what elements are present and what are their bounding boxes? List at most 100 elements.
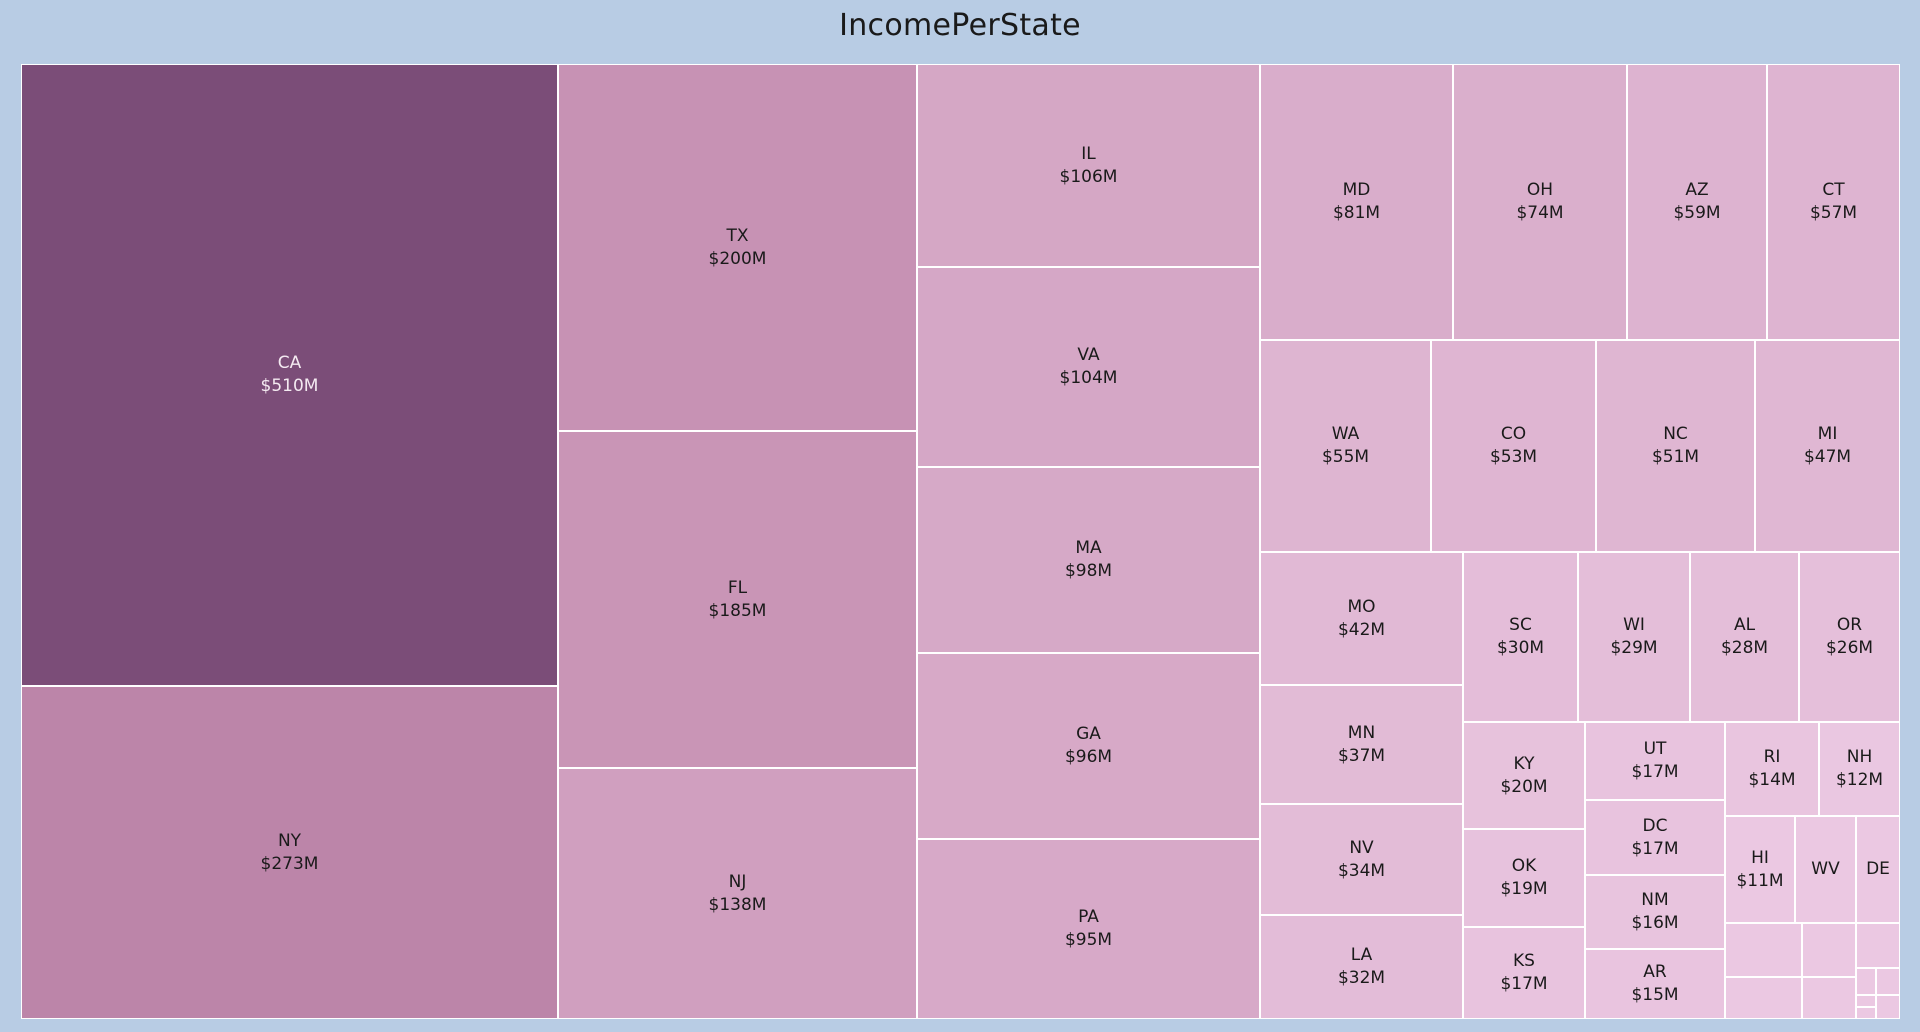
tile-label: MI $47M (1804, 423, 1851, 469)
state-code: MA (1075, 538, 1102, 558)
tile-tx: TX $200M (558, 64, 917, 431)
tile-wi: WI $29M (1578, 552, 1690, 722)
state-code: AZ (1685, 180, 1709, 200)
income-value: $15M (1631, 985, 1679, 1005)
income-value: $11M (1736, 870, 1784, 891)
state-code: NH (1846, 747, 1873, 767)
tile-unlabeled (1802, 977, 1856, 1019)
tile-label: AZ $59M (1673, 179, 1720, 225)
tile-label: CO $53M (1490, 423, 1537, 469)
income-value: $138M (708, 894, 767, 915)
state-code: SC (1509, 615, 1532, 635)
income-value: $32M (1337, 968, 1386, 988)
income-value: $59M (1673, 203, 1721, 223)
tile-wv: WV (1795, 816, 1856, 923)
tile-ks: KS $17M (1463, 927, 1585, 1019)
tile-label: MO $42M (1338, 596, 1385, 642)
tile-unlabeled (1876, 968, 1900, 995)
tile-label: RI $14M (1748, 746, 1795, 792)
tile-label: WI $29M (1610, 614, 1657, 660)
income-value: $20M (1500, 776, 1548, 797)
state-code: FL (727, 577, 748, 598)
tile-nh: NH $12M (1819, 722, 1900, 816)
state-code: MD (1342, 180, 1371, 200)
tile-label: OK $19M (1500, 855, 1547, 901)
chart-title: IncomePerState (839, 8, 1081, 43)
state-code: IL (1081, 143, 1096, 164)
tile-la: LA $32M (1260, 915, 1463, 1019)
income-value: $95M (1064, 930, 1113, 950)
state-code: TX (726, 225, 749, 246)
tile-hi: HI $11M (1725, 816, 1795, 923)
tile-label: NM $16M (1631, 889, 1678, 935)
income-value: $106M (1059, 166, 1118, 187)
state-code: OH (1526, 180, 1554, 200)
tile-label: HI $11M (1736, 847, 1783, 893)
tile-or: OR $26M (1799, 552, 1900, 722)
tile-nv: NV $34M (1260, 804, 1463, 915)
tile-al: AL $28M (1690, 552, 1799, 722)
tile-label: VA $104M (1060, 344, 1118, 390)
state-code: OK (1511, 856, 1537, 876)
tile-label: NY $273M (261, 830, 319, 876)
tile-md: MD $81M (1260, 64, 1453, 340)
income-value: $34M (1337, 860, 1386, 881)
treemap-area: CA $510M NY $273M TX $200M FL $185M NJ $138M IL $10… (21, 64, 1900, 1019)
tile-label: NV $34M (1338, 837, 1385, 883)
tile-nm: NM $16M (1585, 875, 1725, 949)
state-code: LA (1350, 945, 1373, 965)
state-code: KY (1513, 753, 1535, 774)
state-code: DE (1866, 859, 1890, 879)
income-value: $16M (1631, 913, 1679, 933)
tile-ar: AR $15M (1585, 949, 1725, 1019)
income-value: $96M (1064, 747, 1113, 767)
state-code: MN (1347, 722, 1376, 743)
tile-label: IL $106M (1060, 143, 1118, 189)
state-code: WA (1331, 424, 1360, 444)
state-code: AL (1733, 615, 1756, 635)
income-value: $55M (1321, 447, 1370, 467)
income-value: $98M (1064, 561, 1113, 581)
tile-unlabeled (1856, 1007, 1876, 1019)
tile-nc: NC $51M (1596, 340, 1755, 552)
tile-unlabeled (1876, 995, 1900, 1019)
state-code: UT (1643, 739, 1667, 759)
income-value: $17M (1500, 974, 1548, 994)
tile-ut: UT $17M (1585, 722, 1725, 800)
tile-unlabeled (1856, 968, 1876, 995)
tile-oh: OH $74M (1453, 64, 1627, 340)
state-code: WV (1811, 859, 1840, 879)
tile-ga: GA $96M (917, 653, 1260, 839)
tile-fl: FL $185M (558, 431, 917, 768)
tile-ca: CA $510M (21, 64, 558, 686)
income-value: $19M (1500, 879, 1548, 899)
tile-label: KY $20M (1500, 753, 1547, 799)
tile-label: GA $96M (1065, 723, 1112, 769)
tile-label: AR $15M (1631, 961, 1678, 1007)
tile-de: DE (1856, 816, 1900, 923)
tile-label: NC $51M (1652, 423, 1699, 469)
income-value: $37M (1337, 745, 1386, 766)
tile-unlabeled (1725, 977, 1802, 1019)
income-value: $81M (1332, 203, 1381, 223)
state-code: RI (1763, 747, 1781, 767)
income-value: $47M (1803, 447, 1852, 467)
tile-unlabeled (1856, 923, 1900, 968)
income-value: $74M (1516, 203, 1564, 223)
state-code: CO (1500, 424, 1527, 444)
tile-label: UT $17M (1631, 738, 1678, 784)
state-code: DC (1642, 815, 1668, 836)
state-code: NY (277, 830, 302, 851)
state-code: NC (1663, 424, 1688, 444)
tile-ri: RI $14M (1725, 722, 1819, 816)
tile-ma: MA $98M (917, 467, 1260, 653)
state-code: MO (1347, 596, 1376, 617)
income-value: $17M (1631, 762, 1679, 782)
income-value: $17M (1631, 838, 1679, 859)
state-code: NV (1349, 837, 1374, 858)
income-value: $273M (260, 853, 319, 874)
state-code: WI (1623, 615, 1645, 635)
tile-label: KS $17M (1500, 950, 1547, 996)
tile-unlabeled (1856, 995, 1876, 1007)
